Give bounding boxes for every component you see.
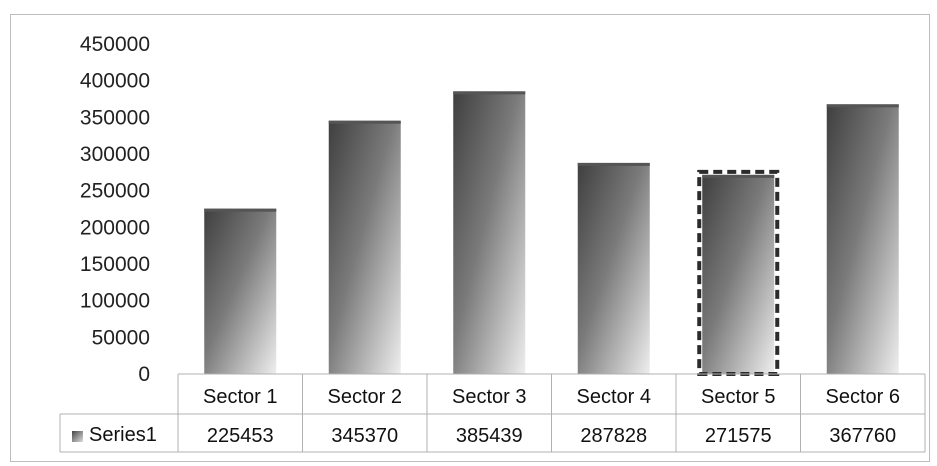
y-tick-label: 200000 bbox=[80, 216, 150, 239]
bar[interactable] bbox=[453, 91, 526, 375]
category-label: Sector 3 bbox=[452, 386, 526, 408]
bar-top-edge bbox=[328, 120, 401, 124]
category-label: Sector 6 bbox=[826, 386, 900, 408]
y-tick-label: 400000 bbox=[80, 70, 150, 93]
y-tick-label: 150000 bbox=[80, 253, 150, 276]
category-label: Sector 5 bbox=[701, 386, 775, 408]
data-table-value: 345370 bbox=[331, 425, 398, 447]
data-table-value: 367760 bbox=[829, 425, 896, 447]
category-label: Sector 1 bbox=[203, 386, 277, 408]
y-tick-label: 100000 bbox=[80, 290, 150, 313]
legend-key bbox=[72, 431, 83, 442]
bar[interactable] bbox=[204, 208, 277, 374]
data-table-value: 385439 bbox=[456, 425, 523, 447]
y-tick-label: 50000 bbox=[92, 326, 150, 349]
bar[interactable] bbox=[702, 174, 775, 374]
legend-series-name: Series1 bbox=[89, 424, 157, 446]
bar-top-edge bbox=[204, 208, 277, 212]
bar-top-edge bbox=[702, 174, 775, 178]
y-tick-label: 0 bbox=[138, 363, 150, 386]
y-tick-label: 250000 bbox=[80, 180, 150, 203]
bar[interactable] bbox=[328, 120, 401, 374]
data-table-value: 271575 bbox=[705, 425, 772, 447]
bar[interactable] bbox=[577, 162, 650, 374]
category-label: Sector 4 bbox=[577, 386, 651, 408]
bar-top-edge bbox=[577, 162, 650, 166]
y-tick-label: 450000 bbox=[80, 33, 150, 56]
data-table-value: 287828 bbox=[580, 425, 647, 447]
y-tick-label: 300000 bbox=[80, 143, 150, 166]
y-tick-label: 350000 bbox=[80, 106, 150, 129]
bar-top-edge bbox=[826, 104, 899, 108]
category-label: Sector 2 bbox=[328, 386, 402, 408]
data-table-value: 225453 bbox=[207, 425, 274, 447]
bar[interactable] bbox=[826, 104, 899, 375]
bar-top-edge bbox=[453, 91, 526, 95]
